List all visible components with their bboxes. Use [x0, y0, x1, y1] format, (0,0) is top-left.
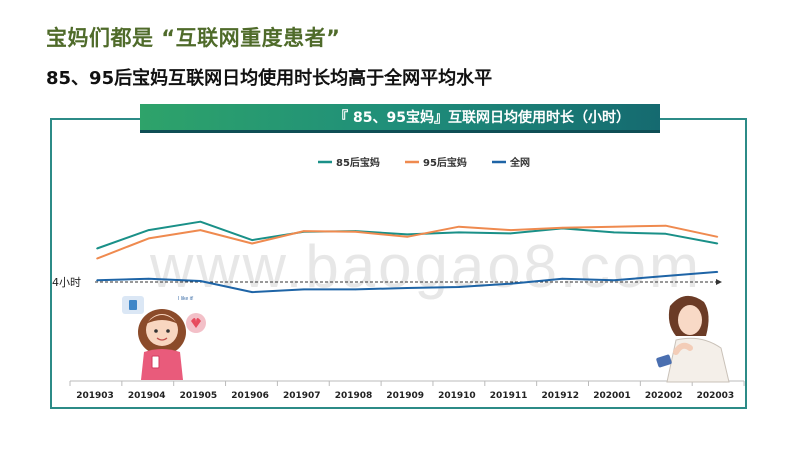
data-point-0-1: [147, 229, 150, 231]
legend-label-2: 全网: [509, 156, 530, 169]
data-point-2-6: [406, 287, 409, 289]
data-point-2-2: [199, 280, 202, 282]
legend-label-0: 85后宝妈: [336, 156, 380, 169]
x-tick-label: 201912: [542, 391, 580, 401]
data-point-1-5: [354, 230, 357, 233]
reference-line-label: 4小时: [52, 276, 81, 289]
x-tick-label: 201905: [180, 391, 218, 401]
svg-text:I like it!: I like it!: [178, 296, 194, 302]
data-point-1-3: [251, 242, 253, 245]
slide-title: 宝妈们都是 “互联网重度患者”: [46, 26, 341, 50]
slide-subtitle: 85、95后宝妈互联网日均使用时长均高于全网平均水平: [46, 68, 493, 89]
phone-icon: [151, 355, 160, 369]
data-point-2-4: [303, 288, 305, 291]
x-tick-label: 202001: [593, 391, 631, 401]
x-tick-label: 201906: [231, 391, 269, 401]
data-point-1-2: [199, 229, 202, 231]
data-point-2-0: [96, 279, 98, 282]
data-point-2-1: [147, 277, 150, 280]
x-tick-label: 201908: [335, 391, 373, 401]
x-tick-label: 201910: [438, 391, 476, 401]
data-point-1-4: [303, 230, 305, 232]
data-point-2-3: [251, 291, 253, 293]
data-point-1-7: [458, 225, 460, 228]
data-point-2-12: [716, 271, 719, 273]
chart-legend: 85后宝妈 95后宝妈 全网: [318, 156, 530, 169]
illustration-woman-with-phone: [656, 295, 730, 383]
data-point-0-10: [613, 231, 615, 234]
x-tick-label: 201903: [76, 391, 114, 401]
x-axis: 201903 201904 201905 201906 201907 201908 2019…: [69, 380, 745, 401]
illustration-young-mom: I like it!: [122, 296, 206, 380]
series-lines: [96, 220, 719, 294]
data-point-1-9: [561, 226, 564, 229]
data-point-0-11: [664, 232, 667, 235]
data-point-2-8: [509, 282, 512, 285]
data-point-0-8: [509, 232, 512, 235]
data-point-1-8: [509, 229, 512, 231]
legend-label-1: 95后宝妈: [423, 156, 467, 169]
x-tick-label: 202003: [697, 391, 735, 401]
data-point-1-12: [716, 235, 719, 238]
data-point-2-7: [458, 286, 460, 288]
data-point-2-5: [354, 288, 357, 291]
data-point-2-9: [561, 277, 564, 280]
chart-title: 『 85、95宝妈』互联网日均使用时长（小时）: [334, 110, 630, 126]
data-point-1-11: [664, 224, 667, 227]
phone-icon: [656, 354, 672, 368]
data-point-1-6: [406, 235, 409, 238]
data-point-1-1: [147, 237, 150, 240]
data-point-2-10: [613, 279, 615, 282]
reference-line-group: 4小时: [52, 276, 722, 289]
x-tick-label: 201911: [490, 391, 528, 401]
data-point-0-7: [458, 231, 460, 234]
x-tick-label: 201904: [128, 391, 166, 401]
chart-title-banner: 『 85、95宝妈』互联网日均使用时长（小时）: [140, 104, 660, 133]
data-point-1-0: [96, 257, 98, 260]
data-point-1-10: [613, 225, 615, 228]
data-point-0-0: [96, 247, 98, 250]
data-point-2-11: [664, 275, 667, 277]
data-point-0-6: [406, 233, 409, 236]
data-point-0-3: [251, 239, 253, 241]
data-point-0-12: [716, 242, 719, 245]
reference-arrow: [716, 279, 722, 285]
data-point-0-2: [199, 220, 202, 223]
x-tick-label: 201909: [386, 391, 424, 401]
series-line-1: [96, 224, 718, 260]
x-tick-label: 201907: [283, 391, 321, 401]
x-tick-label: 202002: [645, 391, 683, 401]
